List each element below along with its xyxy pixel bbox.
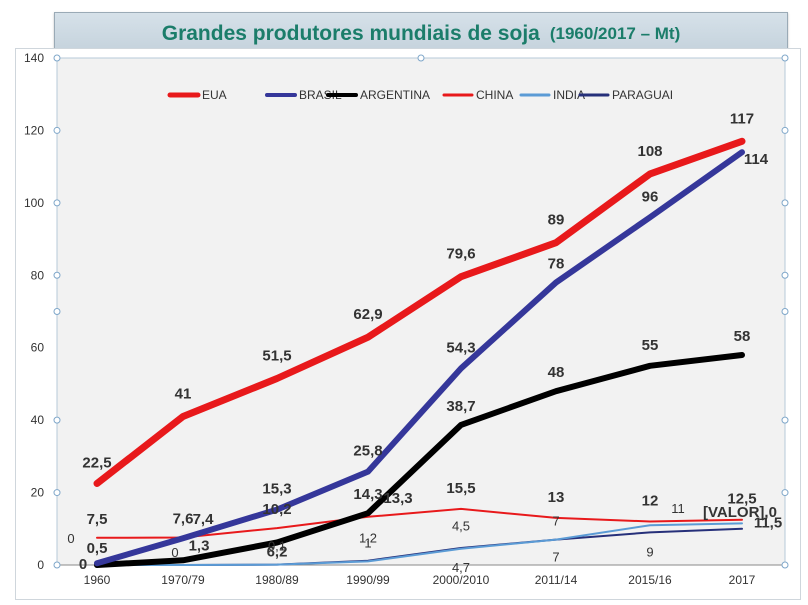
- data-label: 38,7: [446, 398, 475, 415]
- data-label: 0: [79, 556, 87, 573]
- x-tick-label: 1990/99: [346, 573, 390, 587]
- data-label: 1,2: [359, 531, 377, 546]
- y-tick-label: 140: [24, 51, 44, 65]
- resize-handle: [781, 271, 789, 279]
- y-tick-label: 0: [37, 558, 44, 572]
- data-label: 0: [67, 531, 74, 546]
- data-label: 7: [552, 550, 559, 565]
- resize-handle: [53, 308, 61, 315]
- data-label: 62,9: [353, 306, 382, 323]
- series-line-eua: [93, 137, 746, 487]
- data-label: 114: [744, 151, 769, 168]
- legend-label: PARAGUAI: [612, 88, 673, 102]
- legend-label: ARGENTINA: [360, 88, 430, 102]
- series-line-brasil: [94, 149, 745, 567]
- data-label: 89: [548, 212, 565, 229]
- resize-handle: [781, 416, 789, 424]
- data-label: 0: [171, 545, 178, 560]
- data-label: [VALOR],0: [703, 504, 777, 521]
- x-tick-label: 2011/14: [535, 573, 578, 587]
- series-line-argentina: [94, 352, 745, 568]
- data-label: 15,5: [446, 480, 475, 497]
- data-label: 14,3: [353, 486, 382, 503]
- x-tick-label: 1960: [84, 573, 111, 587]
- chart-subtitle: (1960/2017 – Mt): [549, 24, 681, 43]
- data-label: 78: [548, 256, 565, 273]
- data-label: 117: [730, 110, 754, 127]
- y-tick-label: 60: [31, 341, 45, 355]
- resize-handle: [781, 126, 789, 134]
- data-label: 1: [364, 535, 371, 550]
- plot-area: [56, 57, 786, 566]
- data-label: 7,6: [173, 510, 194, 527]
- data-label: 4,5: [452, 519, 470, 534]
- data-label: 7,5: [87, 511, 108, 528]
- data-label: 55: [642, 337, 659, 354]
- data-label: 15,3: [262, 481, 291, 498]
- data-label: 4,7: [452, 560, 470, 575]
- resize-handle: [781, 308, 789, 315]
- data-label: 7,4: [193, 511, 215, 528]
- chart-title: Grandes produtores mundiais de soja: [161, 22, 540, 45]
- data-label: 7: [552, 514, 559, 529]
- resize-handle: [781, 489, 789, 497]
- x-tick-label: 1970/79: [161, 573, 205, 587]
- resize-handle: [781, 199, 789, 207]
- legend-label: BRASIL: [299, 88, 342, 102]
- data-label: 41: [175, 386, 192, 403]
- data-label: 58: [734, 328, 751, 345]
- resize-handle: [53, 489, 61, 497]
- x-tick-label: 1980/89: [255, 573, 299, 587]
- resize-handle: [53, 126, 61, 134]
- data-label: 1,3: [189, 537, 210, 554]
- data-label: 13: [548, 489, 565, 506]
- data-label: 0,1: [268, 539, 286, 554]
- data-label: 25,8: [353, 443, 382, 460]
- resize-handle: [781, 561, 789, 569]
- y-tick-label: 20: [31, 486, 45, 500]
- resize-handle: [53, 416, 61, 424]
- data-label: 48: [548, 364, 565, 381]
- resize-handle: [53, 199, 61, 207]
- resize-handle: [53, 271, 61, 279]
- data-label: 0,5: [87, 540, 108, 557]
- x-tick-label: 2015/16: [628, 573, 672, 587]
- data-label: 22,5: [82, 455, 111, 472]
- legend-label: EUA: [202, 88, 227, 102]
- series-line-india: [96, 522, 743, 566]
- data-label: 6,2: [267, 544, 288, 561]
- legend-label: INDIA: [553, 88, 585, 102]
- legend-label: CHINA: [476, 88, 513, 102]
- data-label: 51,5: [262, 347, 291, 364]
- y-tick-label: 40: [31, 413, 45, 427]
- resize-handle: [53, 54, 61, 62]
- data-label: 11,5: [754, 514, 782, 531]
- data-label: 12: [642, 493, 659, 510]
- data-label: 11: [671, 501, 685, 516]
- resize-handle: [781, 54, 789, 62]
- data-label: 79,6: [446, 246, 475, 263]
- y-tick-label: 120: [24, 123, 44, 137]
- data-label: 10,2: [262, 501, 291, 518]
- y-tick-label: 80: [31, 268, 45, 282]
- resize-handle: [53, 561, 61, 569]
- data-label: 12,5: [727, 491, 756, 508]
- data-label: 13,3: [383, 490, 412, 507]
- resize-handle: [417, 54, 425, 62]
- data-label: 96: [642, 188, 659, 205]
- y-tick-label: 100: [24, 196, 44, 210]
- data-label: 9: [646, 544, 653, 559]
- x-tick-label: 2017: [729, 573, 756, 587]
- data-label: 54,3: [446, 339, 475, 356]
- data-label: 108: [637, 143, 662, 160]
- x-tick-label: 2000/2010: [433, 573, 490, 587]
